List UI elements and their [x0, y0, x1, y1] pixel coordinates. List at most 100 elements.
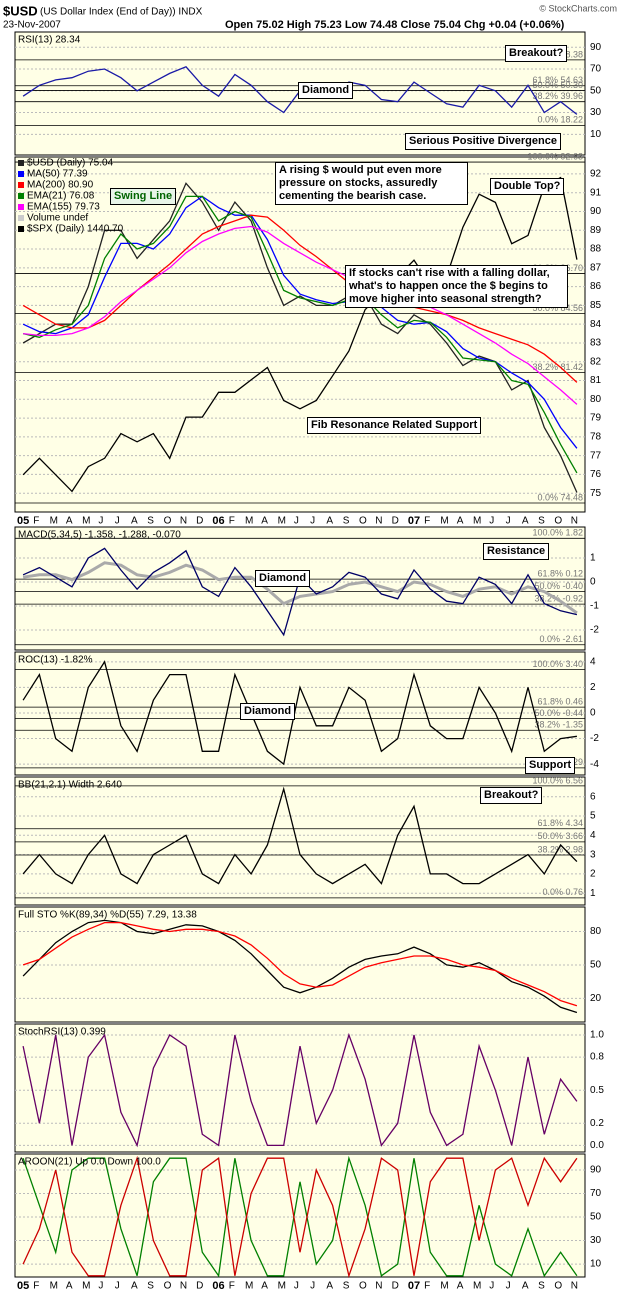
x-tick-label: M	[50, 516, 58, 527]
y-tick-label: 78	[590, 432, 602, 443]
x-tick-label: S	[343, 516, 350, 527]
y-tick-label: 88	[590, 244, 602, 255]
series-line	[22, 214, 578, 383]
y-tick-label: 77	[590, 450, 602, 461]
x-tick-label: F	[229, 1281, 235, 1292]
x-tick-label: D	[196, 1281, 203, 1292]
x-tick-label: M	[82, 516, 90, 527]
y-tick-label: 85	[590, 300, 602, 311]
legend-label: Volume undef	[27, 213, 88, 224]
x-tick-label: O	[164, 1281, 172, 1292]
x-tick-label: A	[522, 516, 529, 527]
y-tick-label: 1	[590, 888, 596, 899]
fib-label: 61.8% 0.46	[537, 696, 583, 706]
fib-label: 100.0% 1.82	[532, 528, 583, 538]
y-tick-label: 50	[590, 85, 602, 96]
series-line	[22, 919, 578, 1014]
fib-label: 0.0% 74.48	[537, 492, 583, 502]
x-tick-label: D	[392, 516, 399, 527]
y-tick-label: -4	[590, 759, 599, 770]
annotation: Double Top?	[490, 178, 565, 195]
panel-bg	[14, 156, 586, 513]
y-tick-label: 70	[590, 64, 602, 75]
fib-label: 50.0% 50.30	[532, 80, 583, 90]
x-tick-label: A	[326, 1281, 333, 1292]
x-tick-label: M	[278, 1281, 286, 1292]
fib-label: 0.0% 18.22	[537, 115, 583, 125]
legend-label: EMA(155) 79.73	[27, 202, 100, 213]
y-tick-label: 0.5	[590, 1085, 604, 1096]
legend-swatch	[18, 182, 24, 188]
y-tick-label: 89	[590, 225, 602, 236]
fib-label: 38.2% 39.96	[532, 91, 583, 101]
x-tick-label: F	[229, 516, 235, 527]
x-tick-label: F	[424, 1281, 430, 1292]
x-tick-label: A	[261, 1281, 268, 1292]
panel-title: BB(21,2.1) Width 2.640	[18, 780, 122, 791]
y-tick-label: 70	[590, 1188, 602, 1199]
panel-bg	[14, 651, 586, 776]
y-tick-label: 2	[590, 869, 596, 880]
x-tick-label: O	[164, 516, 172, 527]
y-tick-label: 84	[590, 319, 602, 330]
x-tick-label: D	[196, 516, 203, 527]
y-tick-label: 0	[590, 708, 596, 719]
y-tick-label: 10	[590, 1259, 602, 1270]
y-tick-label: -2	[590, 733, 599, 744]
y-tick-label: -2	[590, 625, 599, 636]
x-tick-label: O	[554, 516, 562, 527]
x-tick-label: M	[440, 1281, 448, 1292]
x-tick-label: 06	[212, 1280, 224, 1292]
x-tick-label: N	[180, 1281, 187, 1292]
y-tick-label: 90	[590, 42, 602, 53]
x-tick-label: A	[326, 516, 333, 527]
annotation: Diamond	[240, 703, 296, 720]
x-tick-label: M	[440, 516, 448, 527]
series-line	[22, 921, 578, 1007]
annotation: If stocks can't rise with a falling doll…	[345, 265, 568, 308]
x-tick-label: O	[359, 1281, 367, 1292]
x-tick-label: A	[261, 516, 268, 527]
y-tick-label: 90	[590, 1165, 602, 1176]
symbol: $USD	[3, 3, 38, 18]
x-tick-label: A	[457, 516, 464, 527]
y-tick-label: 50	[590, 960, 602, 971]
annotation: Support	[525, 757, 576, 774]
y-tick-label: 82	[590, 356, 602, 367]
legend-label: EMA(21) 76.08	[27, 191, 95, 202]
y-tick-label: 80	[590, 926, 602, 937]
series-line	[23, 225, 578, 405]
y-tick-label: 0.2	[590, 1118, 604, 1129]
y-tick-label: 30	[590, 107, 602, 118]
fib-label: 38.2% 2.98	[537, 844, 583, 854]
x-tick-label: N	[375, 516, 382, 527]
x-tick-label: M	[245, 1281, 253, 1292]
x-tick-label: J	[489, 516, 494, 527]
y-tick-label: 90	[590, 206, 602, 217]
x-tick-label: A	[66, 1281, 73, 1292]
series-line	[22, 1155, 578, 1278]
y-tick-label: 86	[590, 281, 602, 292]
legend-label: MA(50) 77.39	[27, 169, 88, 180]
x-tick-label: A	[131, 516, 138, 527]
series-line	[22, 660, 577, 766]
fib-label: 50.0% 84.56	[532, 303, 583, 313]
x-tick-label: J	[506, 1281, 511, 1292]
y-tick-label: 1	[590, 553, 596, 564]
x-tick-label: 06	[212, 515, 224, 527]
x-tick-label: J	[294, 516, 299, 527]
y-tick-label: 76	[590, 469, 602, 480]
fib-label: 0.0% -2.61	[539, 634, 583, 644]
panel-title: AROON(21) Up 0.0 Down 100.0	[18, 1157, 161, 1168]
x-tick-label: 05	[17, 515, 29, 527]
annotation: Breakout?	[505, 45, 568, 62]
fib-label: 61.8% 0.12	[537, 569, 583, 579]
series-line	[22, 182, 578, 493]
y-tick-label: 0	[590, 577, 596, 588]
x-tick-label: M	[50, 1281, 58, 1292]
x-tick-label: J	[115, 1281, 120, 1292]
annotation: Breakout?	[480, 787, 543, 804]
y-tick-label: 92	[590, 169, 602, 180]
y-tick-label: 4	[590, 830, 596, 841]
series-line	[22, 1032, 578, 1148]
